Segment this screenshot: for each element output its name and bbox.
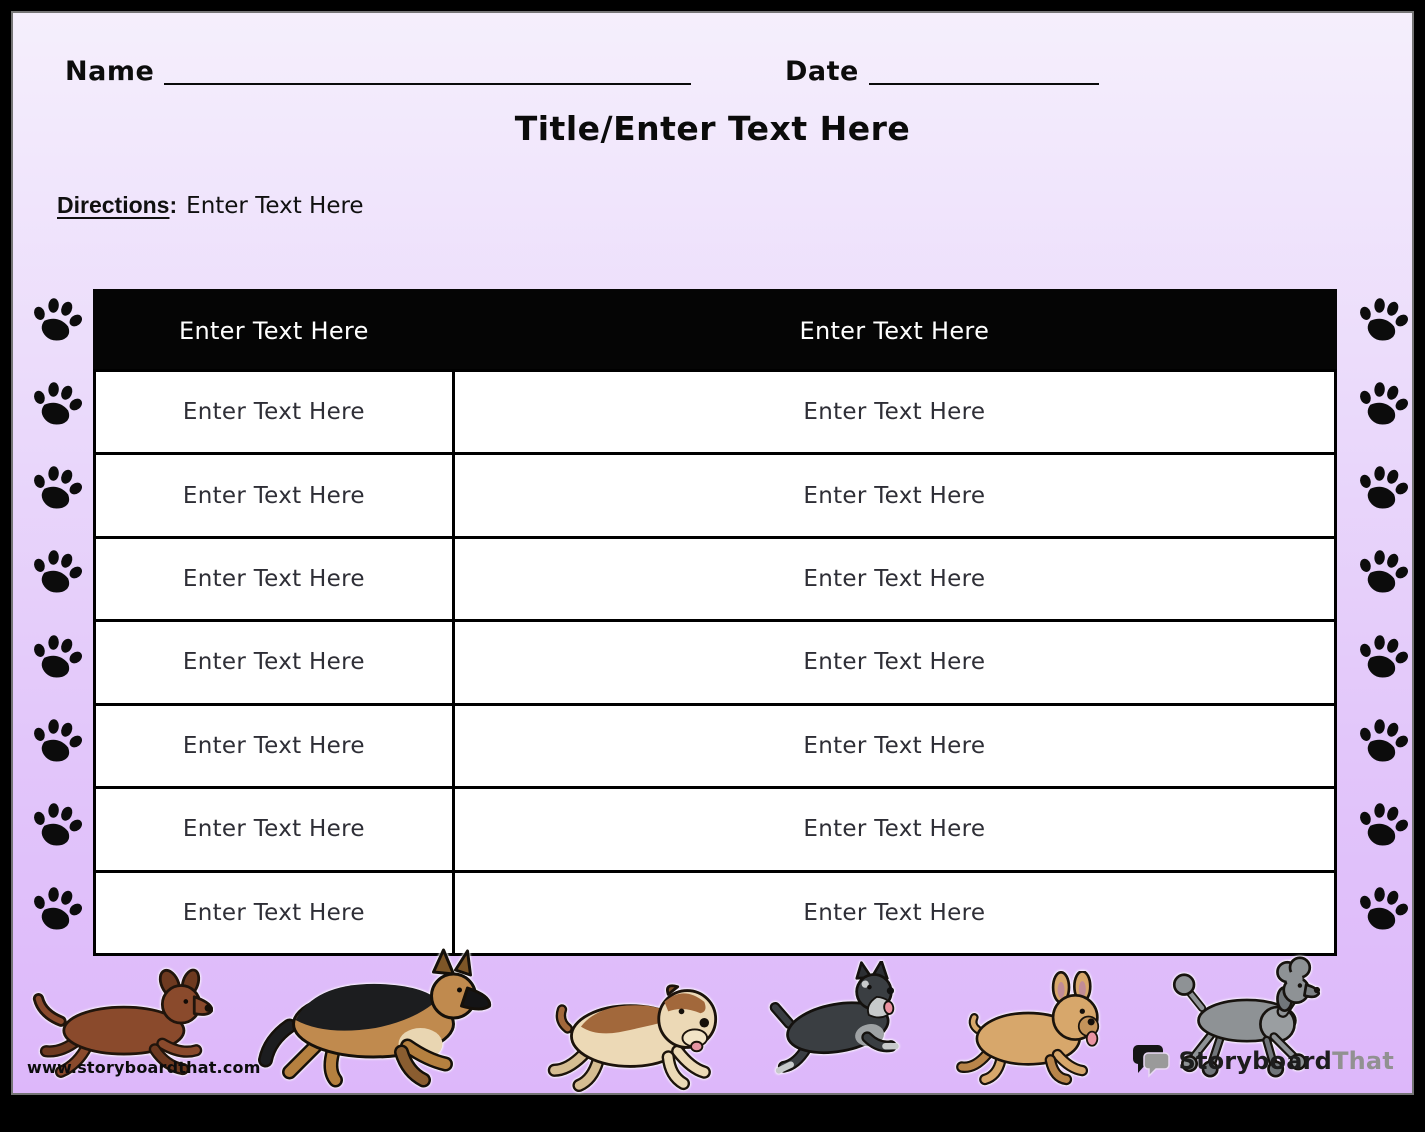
paw-print-icon bbox=[1351, 456, 1415, 520]
paw-print-icon bbox=[1351, 624, 1415, 688]
page-title[interactable]: Title/Enter Text Here bbox=[514, 109, 911, 148]
paw-print-icon bbox=[25, 456, 89, 520]
table-row: Enter Text Here Enter Text Here bbox=[93, 535, 1338, 623]
name-label: Name bbox=[65, 56, 155, 87]
paw-column-left bbox=[30, 294, 84, 935]
table-cell[interactable]: Enter Text Here bbox=[93, 619, 455, 706]
table-cell[interactable]: Enter Text Here bbox=[93, 702, 455, 790]
paw-print-icon bbox=[1351, 709, 1415, 773]
table-cell[interactable]: Enter Text Here bbox=[93, 869, 455, 957]
website-url: www.storyboardthat.com bbox=[27, 1058, 261, 1077]
table-cell[interactable]: Enter Text Here bbox=[451, 368, 1338, 456]
paw-print-icon bbox=[25, 709, 89, 773]
table-row: Enter Text Here Enter Text Here bbox=[93, 869, 1338, 957]
table-cell[interactable]: Enter Text Here bbox=[93, 368, 455, 456]
table-row: Enter Text Here Enter Text Here bbox=[93, 368, 1338, 456]
paw-print-icon bbox=[25, 624, 89, 688]
name-field: Name bbox=[65, 55, 692, 87]
table-cell[interactable]: Enter Text Here bbox=[451, 702, 1338, 790]
paw-print-icon bbox=[1351, 288, 1415, 352]
paw-print-icon bbox=[25, 793, 89, 857]
table-header-row: Enter Text Here Enter Text Here bbox=[93, 289, 1338, 372]
name-line bbox=[164, 55, 692, 85]
dog-poodle-illustration bbox=[1159, 951, 1334, 1091]
paw-print-icon bbox=[25, 372, 89, 436]
logo-wordmark: StoryboardThat bbox=[1178, 1047, 1394, 1075]
table-cell[interactable]: Enter Text Here bbox=[451, 869, 1338, 957]
table-header-cell[interactable]: Enter Text Here bbox=[93, 289, 455, 372]
directions-row: Directions: Enter Text Here bbox=[57, 192, 364, 219]
dog-german-shepherd-illustration bbox=[253, 948, 498, 1093]
dog-dachshund-illustration bbox=[31, 963, 214, 1085]
table-cell[interactable]: Enter Text Here bbox=[451, 535, 1338, 623]
table-cell[interactable]: Enter Text Here bbox=[93, 535, 455, 623]
table-row: Enter Text Here Enter Text Here bbox=[93, 786, 1338, 873]
dog-french-bulldog-illustration bbox=[953, 970, 1108, 1086]
date-field: Date bbox=[785, 55, 1099, 85]
table-cell[interactable]: Enter Text Here bbox=[451, 786, 1338, 873]
paw-print-icon bbox=[1351, 877, 1415, 941]
paw-print-icon bbox=[1351, 540, 1415, 604]
date-label: Date bbox=[785, 56, 859, 87]
directions-text[interactable]: Enter Text Here bbox=[186, 193, 364, 219]
table-cell[interactable]: Enter Text Here bbox=[93, 452, 455, 539]
table-row: Enter Text Here Enter Text Here bbox=[93, 619, 1338, 706]
paw-print-icon bbox=[1351, 372, 1415, 436]
worksheet-table: Enter Text Here Enter Text Here Enter Te… bbox=[93, 289, 1338, 957]
directions-label: Directions bbox=[57, 192, 170, 218]
table-cell[interactable]: Enter Text Here bbox=[451, 452, 1338, 539]
speech-bubbles-icon bbox=[1133, 1045, 1171, 1078]
table-cell[interactable]: Enter Text Here bbox=[93, 786, 455, 873]
directions-separator: : bbox=[169, 192, 178, 218]
table-row: Enter Text Here Enter Text Here bbox=[93, 452, 1338, 539]
paw-print-icon bbox=[25, 540, 89, 604]
table-cell[interactable]: Enter Text Here bbox=[451, 619, 1338, 706]
table-header-cell[interactable]: Enter Text Here bbox=[451, 289, 1338, 372]
paw-print-icon bbox=[25, 877, 89, 941]
paw-column-right bbox=[1356, 294, 1410, 935]
worksheet-canvas: Name Date Title/Enter Text Here Directio… bbox=[11, 11, 1414, 1095]
table-row: Enter Text Here Enter Text Here bbox=[93, 702, 1338, 790]
storyboardthat-logo: StoryboardThat bbox=[1133, 1043, 1394, 1079]
dog-schnauzer-illustration bbox=[763, 959, 913, 1087]
dog-bulldog-illustration bbox=[543, 963, 728, 1093]
paw-print-icon bbox=[25, 288, 89, 352]
date-line bbox=[868, 55, 1099, 85]
paw-print-icon bbox=[1351, 793, 1415, 857]
